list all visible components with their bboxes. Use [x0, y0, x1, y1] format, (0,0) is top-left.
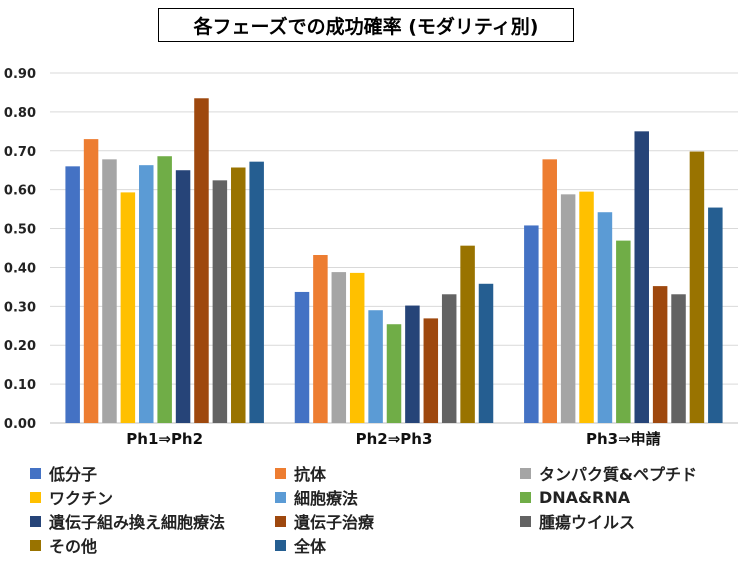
bar [386, 324, 402, 423]
legend-swatch [275, 467, 286, 479]
bar [83, 139, 99, 423]
y-tick-label: 0.90 [4, 67, 36, 82]
bar [331, 272, 347, 423]
y-tick-label: 0.20 [4, 339, 36, 354]
y-tick-label: 0.00 [4, 417, 36, 432]
y-tick-label: 0.30 [4, 300, 36, 315]
x-category-label: Ph2⇒Ph3 [356, 430, 433, 448]
legend-item: その他 [30, 533, 97, 557]
y-tick-label: 0.10 [4, 378, 36, 393]
legend-label: 低分子 [49, 465, 98, 484]
bar [460, 245, 475, 423]
y-tick-label: 0.70 [4, 145, 36, 160]
bar [349, 272, 365, 423]
legend-item: ワクチン [30, 485, 113, 509]
y-tick-label: 0.80 [4, 106, 36, 121]
bar [405, 305, 420, 423]
legend-label: 細胞療法 [294, 489, 359, 508]
x-category-label: Ph1⇒Ph2 [126, 430, 203, 448]
legend-swatch [30, 539, 41, 551]
y-tick-label: 0.60 [4, 184, 36, 199]
legend-label: 遺伝子治療 [294, 513, 375, 532]
legend-label: その他 [49, 537, 98, 556]
legend-label: DNA&RNA [539, 487, 631, 507]
bar [579, 191, 594, 423]
legend-item: 細胞療法 [275, 485, 358, 509]
legend-item: 全体 [275, 533, 326, 557]
bar [478, 283, 494, 423]
bar [597, 212, 613, 423]
bar [652, 286, 668, 423]
bar [560, 194, 576, 423]
legend-item: タンパク質&ペプチド [520, 461, 697, 485]
legend-swatch [520, 467, 531, 479]
y-tick-label: 0.50 [4, 223, 36, 238]
bar [175, 170, 191, 423]
bar [102, 159, 117, 424]
legend-item: 遺伝子組み換え細胞療法 [30, 509, 225, 533]
legend-item: 遺伝子治療 [275, 509, 374, 533]
legend-swatch [275, 515, 286, 527]
legend-label: ワクチン [49, 489, 114, 508]
bar [708, 207, 723, 423]
legend-swatch [520, 491, 531, 503]
legend-item: 抗体 [275, 461, 326, 485]
bar [120, 192, 136, 423]
bar [441, 294, 457, 423]
x-category-label: Ph3⇒申請 [586, 430, 661, 448]
legend-item: 低分子 [30, 461, 97, 485]
bar [313, 255, 328, 423]
bar [249, 161, 264, 423]
legend-label: 腫瘍ウイルス [539, 513, 636, 532]
y-tick-label: 0.40 [4, 261, 36, 276]
legend-label: 全体 [294, 537, 327, 556]
bar [139, 165, 154, 423]
bar [671, 294, 686, 423]
bar [65, 166, 80, 424]
bar [212, 180, 228, 423]
legend-label: タンパク質&ペプチド [539, 465, 697, 484]
bar [194, 98, 209, 424]
chart-legend: 低分子 抗体 タンパク質&ペプチドワクチン 細胞療法 DNA&RNA 遺伝子組み換え細胞療… [30, 461, 740, 557]
bar [423, 318, 439, 423]
legend-label: 抗体 [294, 465, 327, 484]
bar [157, 156, 172, 423]
bar [231, 167, 246, 423]
bar [524, 225, 539, 423]
bar [616, 240, 631, 423]
bar [368, 310, 383, 423]
legend-swatch [30, 491, 41, 503]
bar [689, 151, 705, 424]
legend-swatch [520, 515, 531, 527]
legend-swatch [30, 467, 41, 479]
legend-label: 遺伝子組み換え細胞療法 [49, 513, 226, 532]
legend-swatch [275, 491, 286, 503]
legend-swatch [30, 515, 41, 527]
chart-title: 各フェーズでの成功確率 (モダリティ別) [158, 8, 574, 42]
bar [542, 159, 557, 424]
bar [634, 131, 649, 424]
bar [294, 291, 310, 423]
legend-swatch [275, 539, 286, 551]
legend-item: 腫瘍ウイルス [520, 509, 635, 533]
legend-item: DNA&RNA [520, 485, 630, 509]
